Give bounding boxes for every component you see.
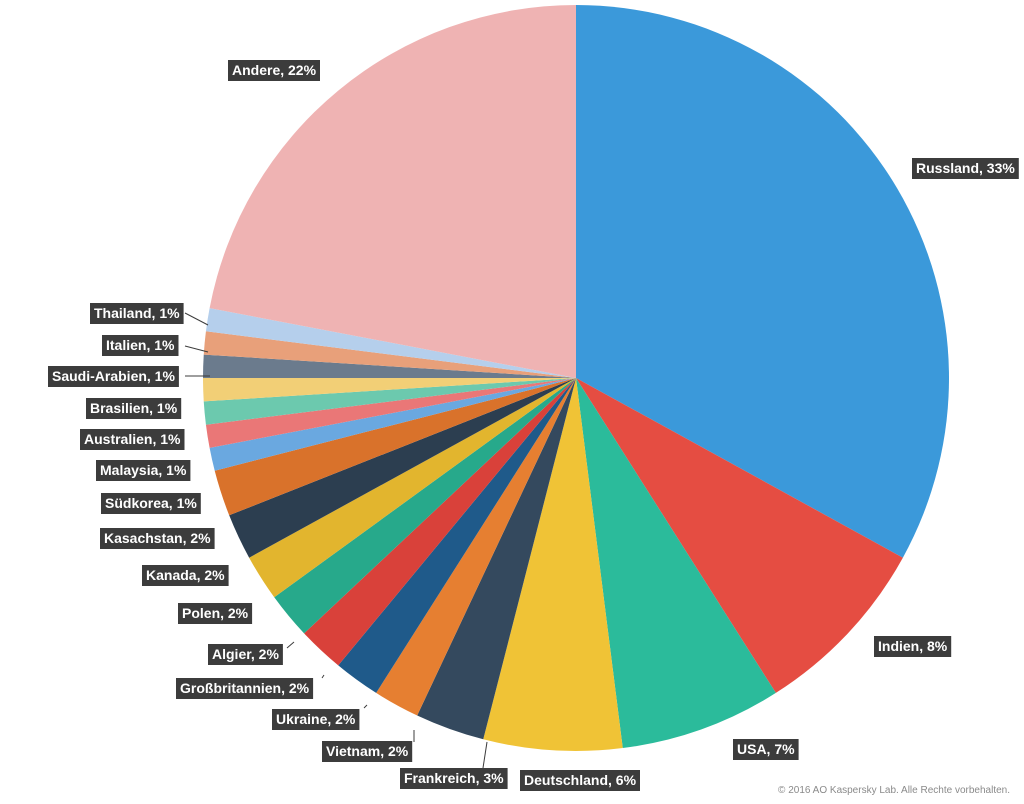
pie-slice-deutschland bbox=[483, 378, 623, 752]
leader-line bbox=[482, 741, 488, 769]
pie-slice-kasachstan bbox=[214, 378, 576, 516]
pie-slice-malaysia bbox=[205, 378, 576, 448]
slice-label-saudi-arabien: Saudi-Arabien, 1% bbox=[48, 366, 179, 387]
pie-slice-australien bbox=[203, 378, 577, 425]
pie-slice-brasilien bbox=[203, 378, 576, 402]
leader-lines bbox=[184, 312, 488, 769]
slice-label-kanada: Kanada, 2% bbox=[142, 565, 229, 586]
slice-label-kasachstan: Kasachstan, 2% bbox=[100, 528, 215, 549]
slice-label-malaysia: Malaysia, 1% bbox=[96, 460, 191, 481]
slice-label-andere: Andere, 22% bbox=[228, 60, 320, 81]
pie-slice-thailand bbox=[205, 308, 576, 378]
leader-line bbox=[184, 345, 209, 353]
svg-text:Frankreich, 3%: Frankreich, 3% bbox=[404, 770, 504, 786]
slice-label-russland: Russland, 33% bbox=[912, 158, 1019, 179]
pie-slice-andere bbox=[209, 5, 577, 378]
svg-text:Andere, 22%: Andere, 22% bbox=[232, 62, 317, 78]
pie-slice-indien bbox=[576, 378, 903, 693]
pie-slice-vietnam bbox=[376, 378, 576, 716]
copyright-notice: © 2016 AO Kaspersky Lab. Alle Rechte vor… bbox=[778, 785, 1010, 796]
pie-slice-italien bbox=[203, 331, 577, 378]
svg-text:Vietnam, 2%: Vietnam, 2% bbox=[326, 743, 409, 759]
slice-label-ukraine: Ukraine, 2% bbox=[272, 709, 360, 730]
svg-text:Thailand, 1%: Thailand, 1% bbox=[94, 305, 180, 321]
svg-text:Ukraine, 2%: Ukraine, 2% bbox=[276, 711, 356, 727]
leader-line bbox=[363, 704, 368, 709]
leader-line bbox=[321, 674, 325, 679]
pie-slices bbox=[203, 5, 949, 752]
slice-label-großbritannien: Großbritannien, 2% bbox=[176, 678, 314, 699]
leader-line bbox=[286, 641, 295, 649]
pie-slice-großbritannien bbox=[304, 378, 576, 666]
svg-text:Italien, 1%: Italien, 1% bbox=[106, 337, 175, 353]
svg-text:Brasilien, 1%: Brasilien, 1% bbox=[90, 400, 178, 416]
svg-text:Malaysia, 1%: Malaysia, 1% bbox=[100, 462, 187, 478]
pie-slice-saudi-arabien bbox=[203, 354, 576, 378]
svg-text:Großbritannien, 2%: Großbritannien, 2% bbox=[180, 680, 310, 696]
svg-text:USA, 7%: USA, 7% bbox=[737, 741, 795, 757]
slice-label-südkorea: Südkorea, 1% bbox=[101, 493, 201, 514]
slice-label-indien: Indien, 8% bbox=[874, 636, 952, 657]
slice-label-vietnam: Vietnam, 2% bbox=[322, 741, 413, 762]
leader-line bbox=[184, 312, 209, 326]
pie-slice-russland bbox=[576, 5, 949, 558]
pie-slice-polen bbox=[249, 378, 576, 598]
svg-text:Russland, 33%: Russland, 33% bbox=[916, 160, 1015, 176]
svg-text:Kasachstan, 2%: Kasachstan, 2% bbox=[104, 530, 211, 546]
svg-text:Australien, 1%: Australien, 1% bbox=[84, 431, 181, 447]
slice-label-frankreich: Frankreich, 3% bbox=[400, 768, 508, 789]
slice-label-italien: Italien, 1% bbox=[102, 335, 179, 356]
svg-text:Indien, 8%: Indien, 8% bbox=[878, 638, 948, 654]
svg-text:Polen, 2%: Polen, 2% bbox=[182, 605, 249, 621]
slice-label-deutschland: Deutschland, 6% bbox=[520, 770, 640, 791]
slice-label-thailand: Thailand, 1% bbox=[90, 303, 184, 324]
svg-text:Deutschland, 6%: Deutschland, 6% bbox=[524, 772, 637, 788]
pie-slice-frankreich bbox=[417, 378, 576, 740]
slice-label-polen: Polen, 2% bbox=[178, 603, 253, 624]
slice-label-algier: Algier, 2% bbox=[208, 644, 283, 665]
svg-text:Kanada, 2%: Kanada, 2% bbox=[146, 567, 225, 583]
pie-slice-südkorea bbox=[209, 378, 577, 471]
pie-slice-usa bbox=[576, 378, 776, 749]
slice-label-brasilien: Brasilien, 1% bbox=[86, 398, 182, 419]
svg-text:Südkorea, 1%: Südkorea, 1% bbox=[105, 495, 197, 511]
slice-label-australien: Australien, 1% bbox=[80, 429, 185, 450]
svg-text:Algier, 2%: Algier, 2% bbox=[212, 646, 279, 662]
pie-slice-kanada bbox=[229, 378, 576, 558]
svg-text:Saudi-Arabien, 1%: Saudi-Arabien, 1% bbox=[52, 368, 175, 384]
slice-label-usa: USA, 7% bbox=[733, 739, 799, 760]
pie-slice-algier bbox=[274, 378, 576, 634]
slice-labels: Russland, 33% Indien, 8% USA, 7% Deutschlan… bbox=[48, 60, 1019, 791]
pie-slice-ukraine bbox=[338, 378, 576, 693]
